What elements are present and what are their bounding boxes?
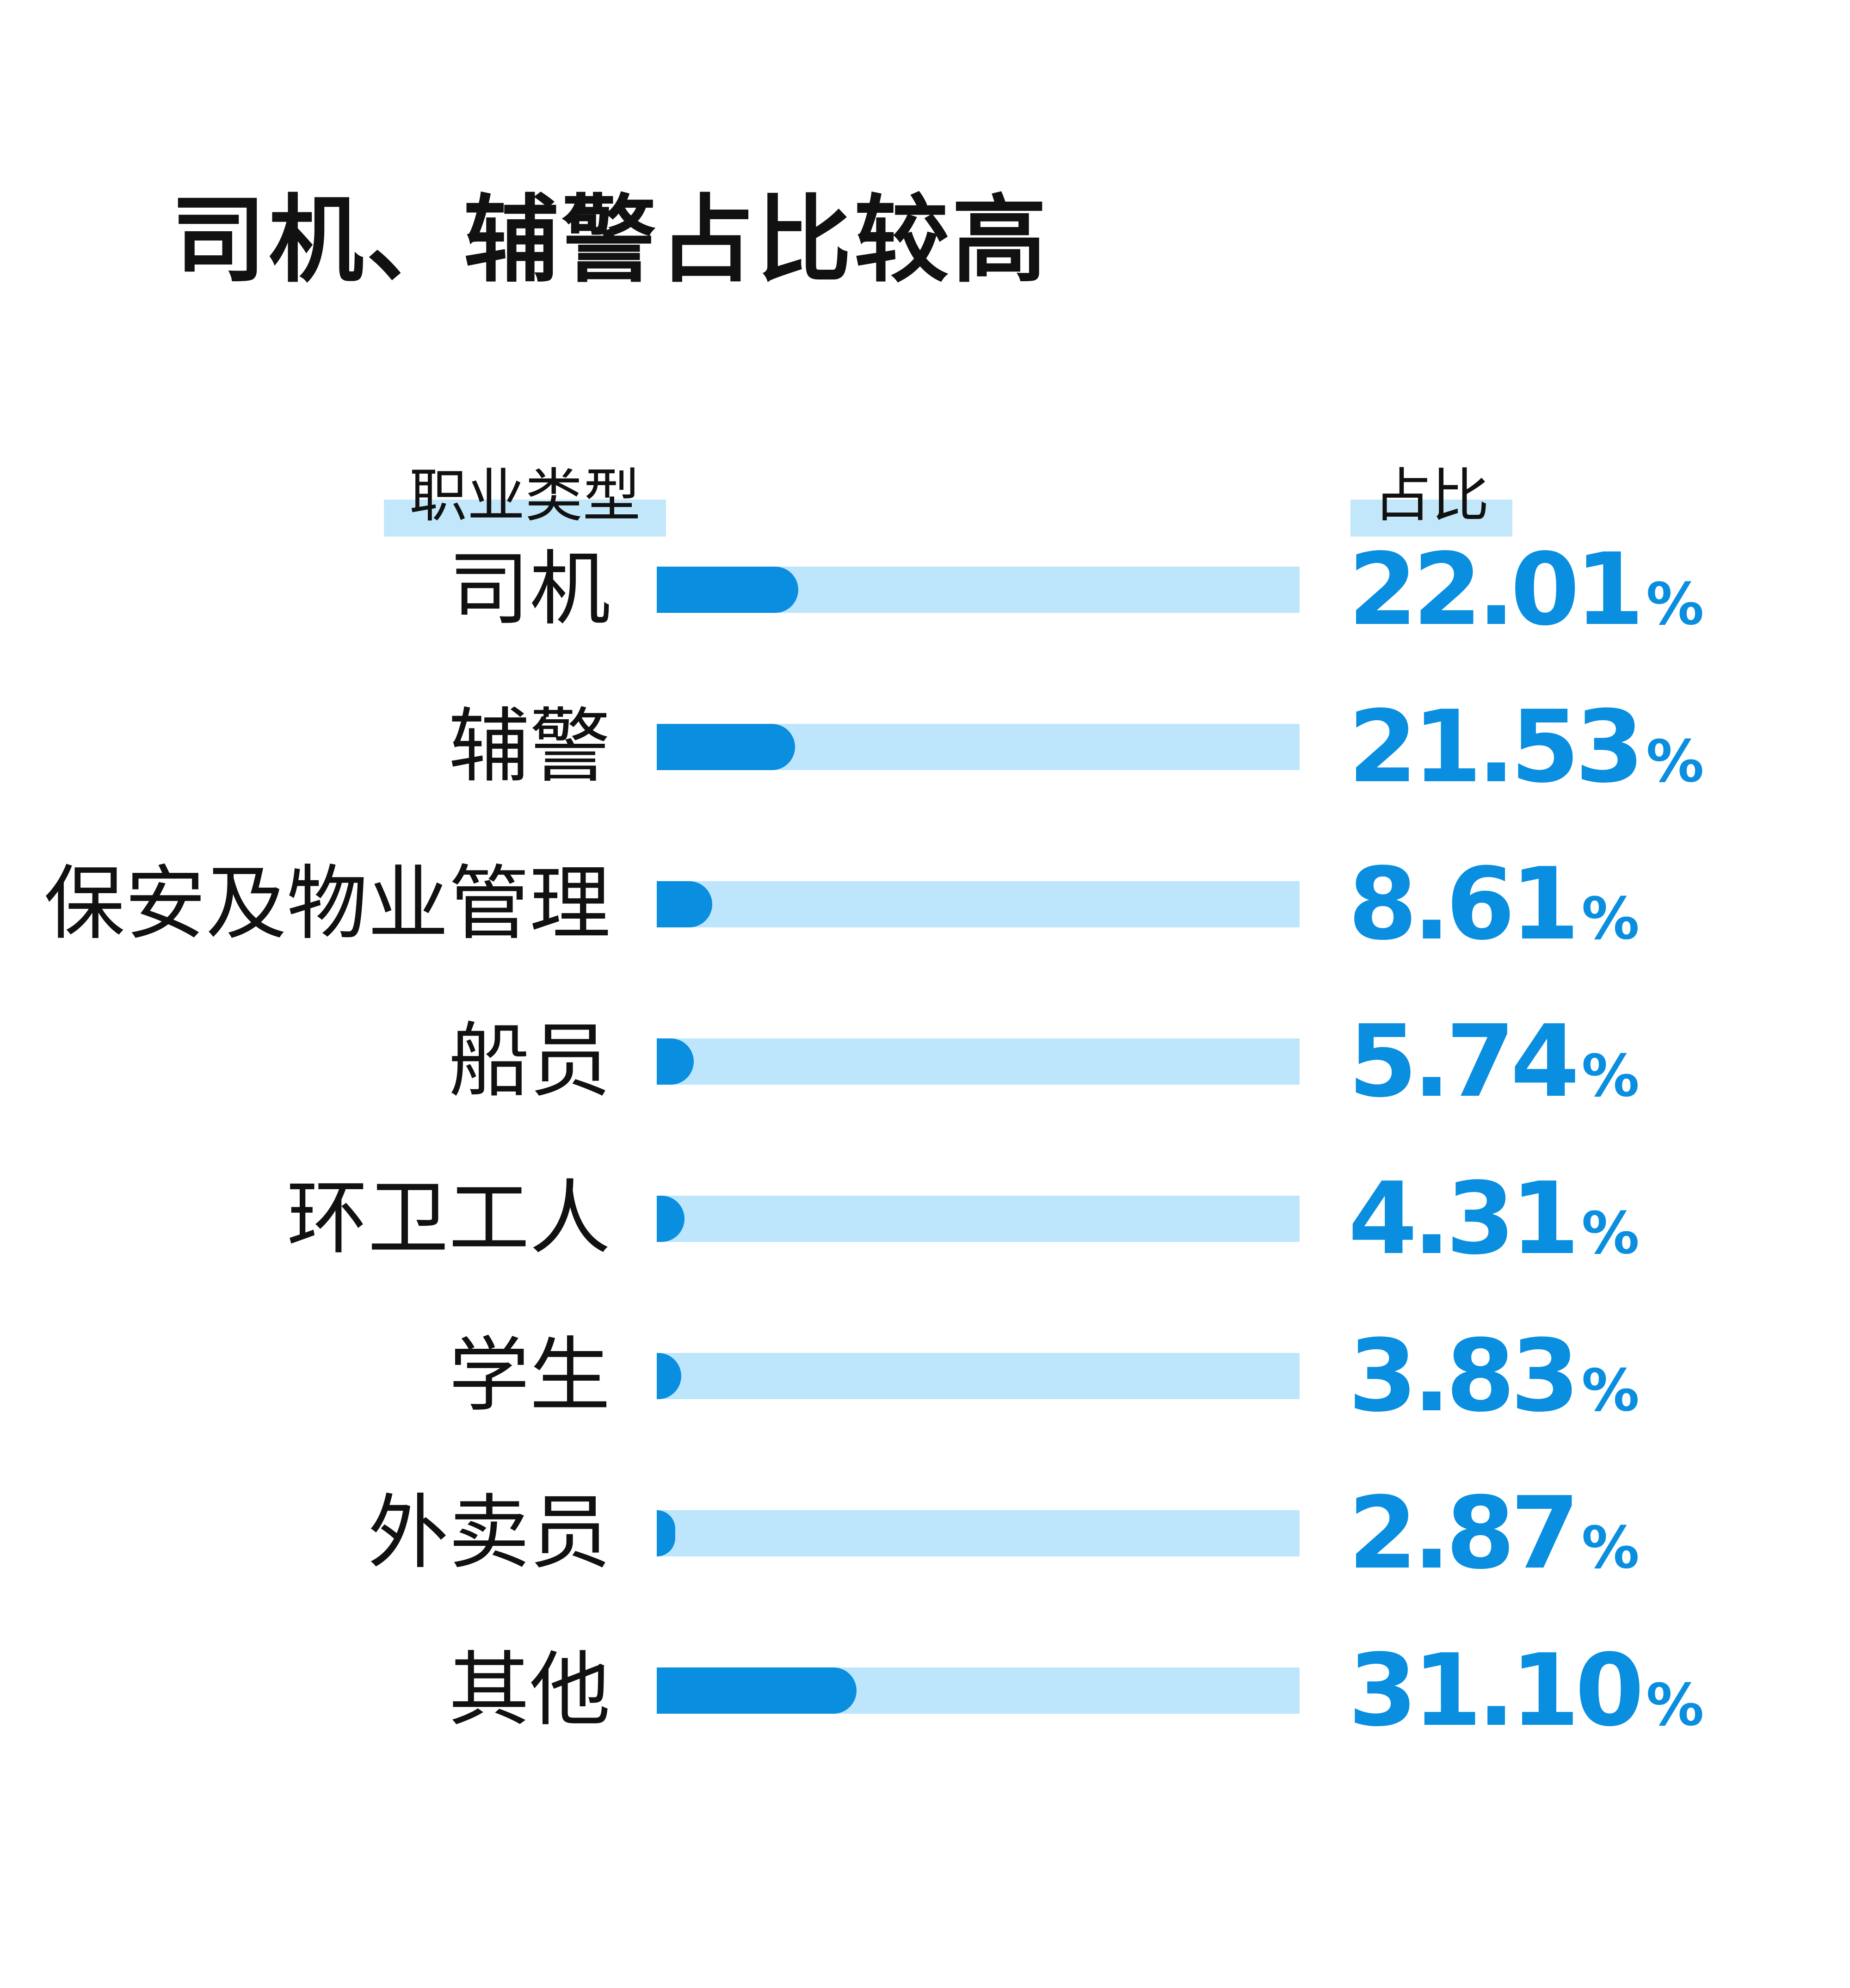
value-number: 21.53	[1348, 689, 1644, 805]
chart-title: 司机、辅警占比较高	[171, 185, 1049, 296]
value-label: 8.61%	[1348, 849, 1640, 960]
bar-fill	[657, 881, 712, 927]
bar-track	[657, 567, 1300, 613]
header-category-highlight	[384, 500, 666, 537]
value-number: 3.83	[1348, 1318, 1579, 1434]
percent-sign: %	[1581, 1514, 1640, 1581]
percent-sign: %	[1581, 1043, 1640, 1110]
bar-track	[657, 1196, 1300, 1242]
bar-fill	[657, 1196, 684, 1242]
value-number: 2.87	[1348, 1475, 1579, 1591]
value-number: 5.74	[1348, 1003, 1579, 1119]
value-label: 4.31%	[1348, 1163, 1640, 1274]
percent-sign: %	[1646, 1672, 1704, 1739]
bar-fill	[657, 724, 795, 770]
value-number: 8.61	[1348, 846, 1579, 962]
category-label: 学生	[449, 1329, 610, 1423]
header-category-label: 职业类型	[409, 463, 641, 530]
category-label: 船员	[449, 1014, 610, 1108]
value-label: 5.74%	[1348, 1006, 1640, 1117]
percent-sign: %	[1646, 571, 1704, 638]
bar-fill	[657, 1353, 681, 1399]
category-label: 其他	[449, 1643, 610, 1737]
category-label: 辅警	[449, 700, 610, 794]
category-label: 保安及物业管理	[44, 857, 610, 951]
category-label: 外卖员	[368, 1486, 610, 1580]
value-number: 4.31	[1348, 1161, 1579, 1277]
percent-sign: %	[1581, 1357, 1640, 1424]
value-label: 22.01%	[1348, 534, 1704, 645]
bar-track	[657, 881, 1300, 927]
bar-track	[657, 1667, 1300, 1714]
header-share-label: 占比	[1374, 463, 1489, 530]
header-category: 职业类型	[384, 463, 666, 537]
bar-track	[657, 724, 1300, 770]
value-label: 21.53%	[1348, 691, 1704, 803]
percent-sign: %	[1581, 1200, 1640, 1267]
bar-track	[657, 1510, 1300, 1556]
bar-fill	[657, 567, 798, 613]
value-number: 31.10	[1348, 1632, 1644, 1748]
bar-fill	[657, 1038, 694, 1085]
value-label: 2.87%	[1348, 1478, 1640, 1589]
category-label: 环卫工人	[287, 1172, 610, 1266]
percent-sign: %	[1581, 885, 1640, 952]
bar-track	[657, 1038, 1300, 1085]
value-label: 31.10%	[1348, 1635, 1704, 1746]
percent-sign: %	[1646, 728, 1704, 795]
header-share-highlight	[1350, 500, 1512, 537]
bar-track	[657, 1353, 1300, 1399]
header-share: 占比	[1350, 463, 1512, 537]
bar-fill	[657, 1510, 675, 1556]
bar-fill	[657, 1667, 857, 1714]
value-label: 3.83%	[1348, 1321, 1640, 1432]
value-number: 22.01	[1348, 531, 1644, 648]
category-label: 司机	[449, 543, 610, 636]
